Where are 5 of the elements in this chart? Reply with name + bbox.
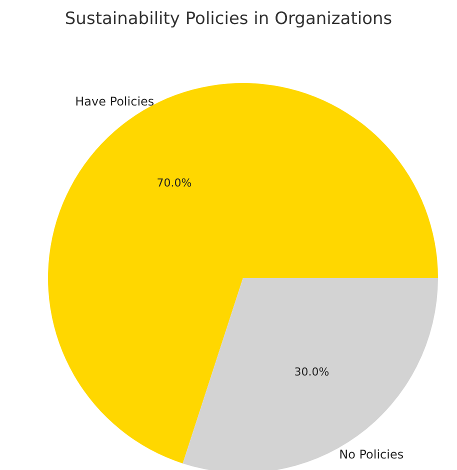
data-label: 30.0% [294, 366, 330, 379]
chart-title: Sustainability Policies in Organizations [64, 9, 392, 29]
slice-label: No Policies [339, 448, 404, 462]
data-label: 70.0% [156, 176, 192, 190]
slice-label: Have Policies [75, 94, 154, 108]
